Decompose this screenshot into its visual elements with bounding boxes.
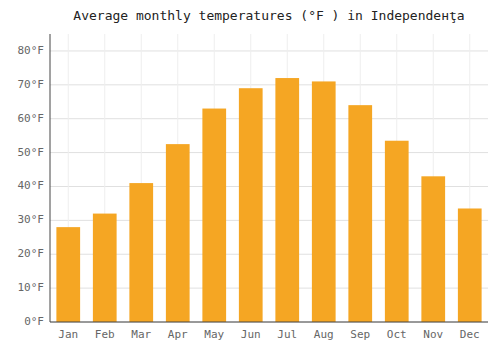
bar — [56, 227, 80, 322]
bar — [129, 183, 153, 322]
chart-svg: 0°F 10°F 20°F 30°F 40°F 50°F 60°F 70°F 80°F Jan Fe… — [0, 0, 500, 350]
x-tick-label: Nov — [423, 328, 443, 341]
grid — [50, 34, 488, 322]
bar — [421, 176, 445, 322]
y-tick-label: 70°F — [18, 78, 45, 91]
title: Average monthly temperatures (°F ) in In… — [73, 8, 464, 23]
bars — [56, 78, 481, 322]
x-tick-label: Feb — [95, 328, 115, 341]
y-tick-label: 10°F — [18, 281, 45, 294]
bar — [458, 208, 482, 322]
y-axis: 0°F 10°F 20°F 30°F 40°F 50°F 60°F 70°F 80°F — [18, 44, 45, 328]
bar — [312, 81, 336, 322]
y-tick-label: 20°F — [18, 247, 45, 260]
x-tick-label: Mar — [131, 328, 151, 341]
y-axis-line — [50, 34, 51, 322]
x-tick-label: Aug — [314, 328, 334, 341]
x-tick-label: Jul — [277, 328, 297, 341]
y-tick-label: 30°F — [18, 213, 45, 226]
x-tick-label: Jan — [58, 328, 78, 341]
x-tick-label: May — [204, 328, 224, 341]
bar — [385, 141, 409, 322]
y-grid-line — [50, 84, 488, 85]
y-grid-line — [50, 50, 488, 51]
x-tick-label: Sep — [350, 328, 370, 341]
y-grid-line — [50, 152, 488, 153]
chart-container: 0°F 10°F 20°F 30°F 40°F 50°F 60°F 70°F 80°F Jan Fe… — [0, 0, 500, 350]
y-tick-label: 40°F — [18, 179, 45, 192]
y-tick-label: 80°F — [18, 44, 45, 57]
x-tick-label: Apr — [168, 328, 188, 341]
y-tick-label: 50°F — [18, 146, 45, 159]
x-tick-label: Oct — [387, 328, 407, 341]
bar — [348, 105, 372, 322]
y-tick-label: 0°F — [24, 315, 44, 328]
bar — [275, 78, 299, 322]
y-tick-label: 60°F — [18, 112, 45, 125]
x-axis-line — [50, 322, 488, 323]
x-tick-label: Dec — [460, 328, 480, 341]
bar — [202, 109, 226, 322]
x-axis: Jan Feb Mar Apr May Jun Jul Aug Sep Oct Nov Dec — [58, 328, 479, 341]
bar — [239, 88, 263, 322]
y-grid-line — [50, 118, 488, 119]
bar — [93, 214, 117, 322]
x-tick-label: Jun — [241, 328, 261, 341]
bar — [166, 144, 190, 322]
y-grid-line — [50, 322, 488, 323]
